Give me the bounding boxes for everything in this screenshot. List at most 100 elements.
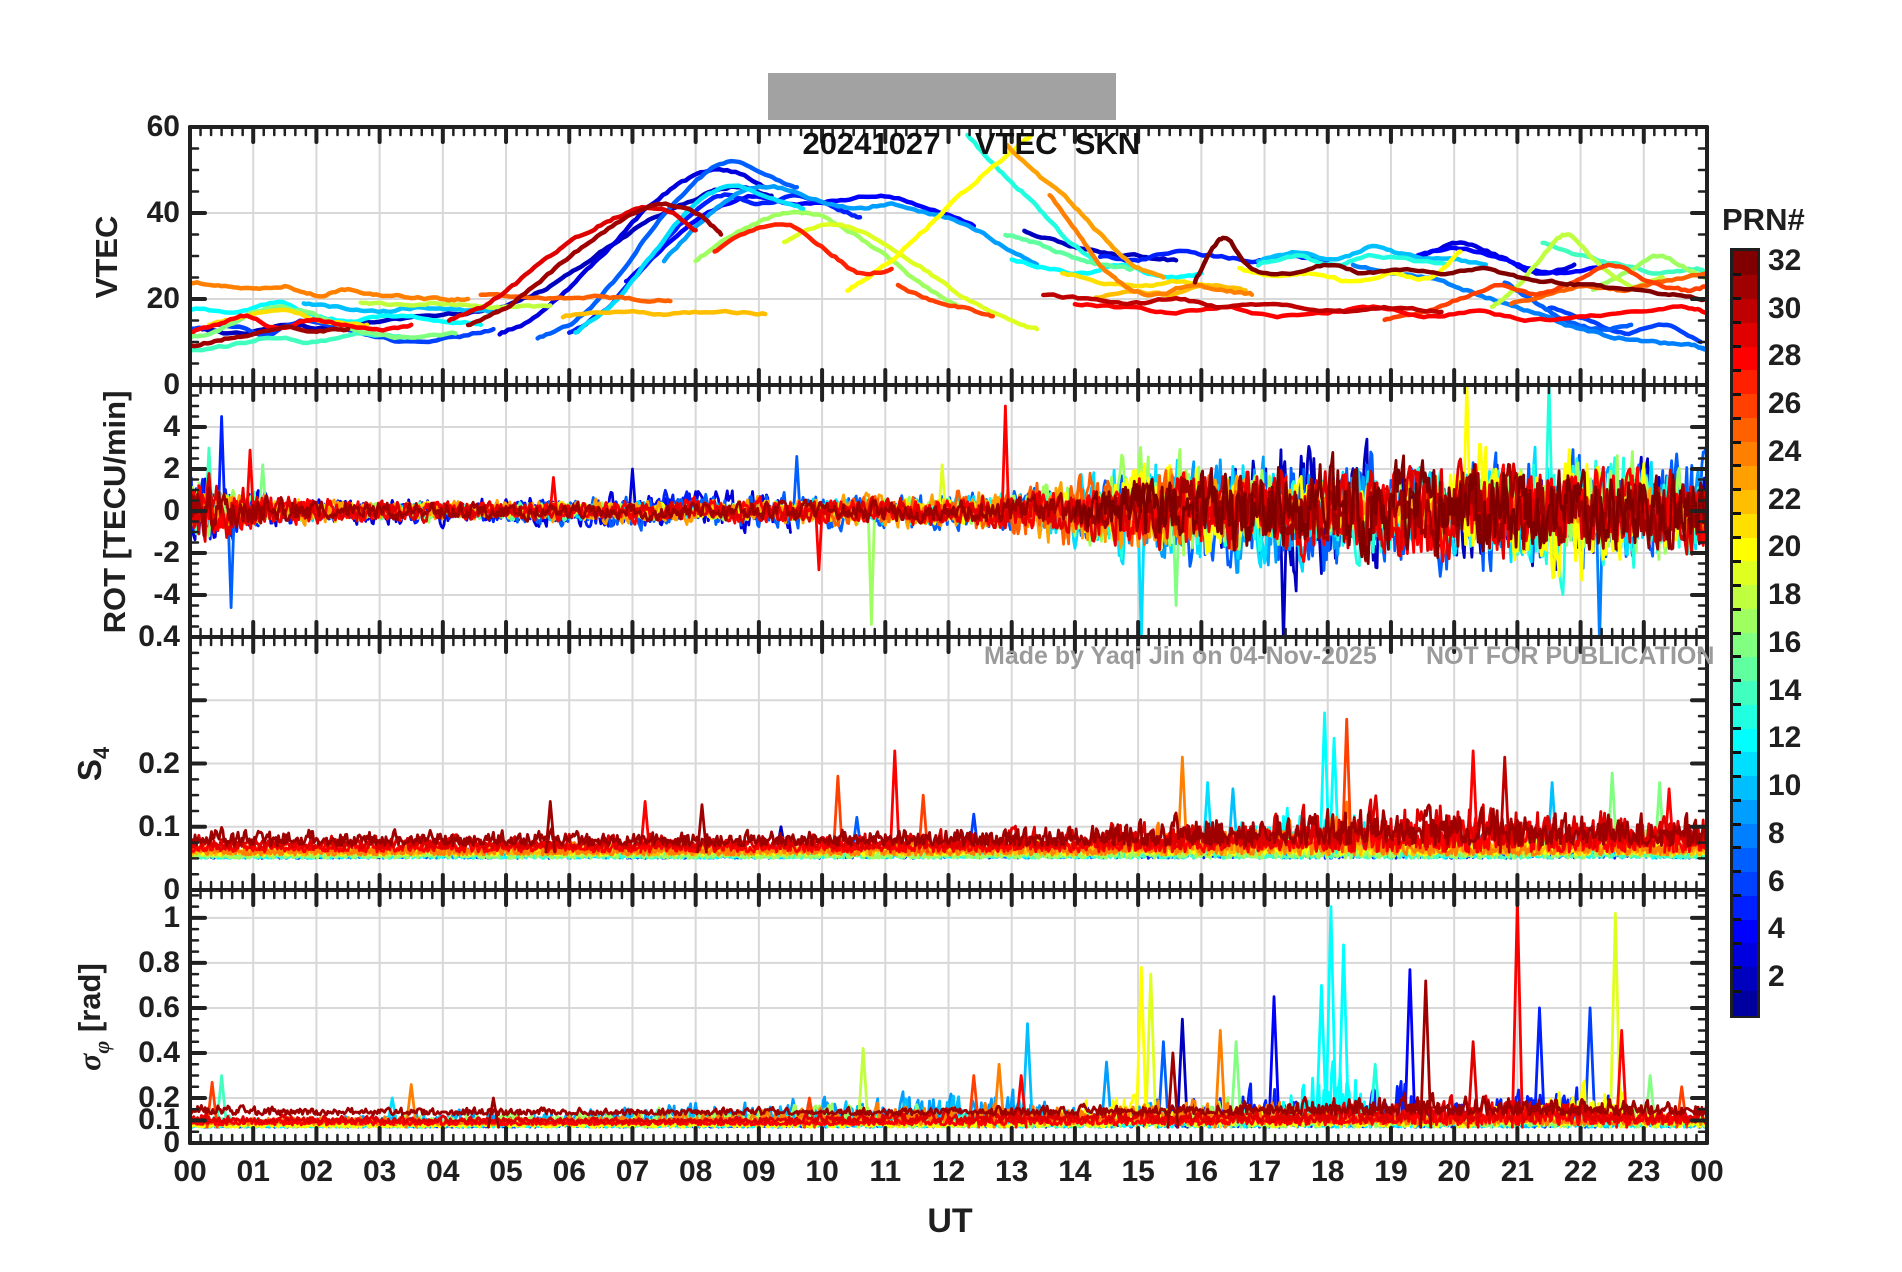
colorbar-band-prn-3 [1733,943,1757,968]
colorbar-tick-mark [1733,846,1741,850]
colorbar-tick-label: 4 [1768,912,1785,946]
x-tick-label: 00 [1690,1155,1724,1188]
colorbar-tick-mark [1733,822,1741,826]
colorbar-tick-mark [1733,536,1741,539]
x-tick-label: 21 [1500,1155,1535,1188]
colorbar-band-prn-20 [1733,537,1757,562]
x-tick-label: 01 [236,1155,270,1188]
colorbar-tick-label: 18 [1768,578,1802,612]
colorbar-tick-label: 28 [1768,339,1802,373]
colorbar-tick-mark [1733,798,1741,802]
colorbar-tick-mark [1733,989,1741,993]
colorbar-tick-mark [1733,655,1741,659]
plot-title: 20241027 VTEC SKN [768,73,1140,161]
x-tick-label: 18 [1311,1155,1345,1188]
sigma-ytick-label: 0.1 [138,1103,180,1137]
colorbar-tick-mark [1733,297,1741,301]
colorbar-title: PRN# [1722,202,1805,237]
rot-ytick-label: 0 [163,494,180,527]
colorbar-tick-label: 22 [1768,482,1802,516]
vtec-ytick-label: 20 [146,282,180,315]
colorbar-band-prn-2 [1733,967,1757,992]
colorbar-tick-label: 24 [1768,434,1802,468]
rot-ytick-label: 4 [163,410,180,443]
colorbar-band-prn-14 [1733,680,1757,706]
colorbar-tick-label: 16 [1768,625,1802,659]
colorbar-band-prn-7 [1733,847,1757,873]
colorbar-tick-mark [1733,631,1741,635]
s4-ytick-label: 0.4 [138,620,180,653]
colorbar-tick-mark [1733,918,1741,921]
colorbar-band-prn-16 [1733,633,1757,658]
rot-ytick-label: -4 [153,578,180,611]
x-tick-label: 00 [173,1155,207,1188]
x-tick-label: 20 [1437,1155,1471,1188]
vtec-ytick-label: 60 [146,110,180,143]
colorbar-band-prn-18 [1733,585,1757,610]
x-tick-label: 19 [1374,1155,1408,1188]
colorbar-band-prn-27 [1733,370,1757,395]
colorbar-tick-label: 30 [1768,291,1802,325]
colorbar-tick-label: 14 [1768,673,1802,707]
sigma-ytick-label: 0.4 [138,1035,180,1069]
colorbar-band-prn-10 [1733,776,1757,801]
x-tick-label: 05 [489,1155,523,1188]
colorbar-tick-label: 32 [1768,243,1802,277]
colorbar-tick-mark [1733,894,1741,898]
colorbar-tick-mark [1733,727,1741,730]
x-tick-label: 04 [426,1155,460,1188]
x-tick-label: 15 [1121,1155,1155,1188]
watermark-notice: NOT FOR PUBLICATION [1426,642,1715,670]
colorbar-tick-label: 26 [1768,387,1802,421]
colorbar-band-prn-28 [1733,346,1757,371]
colorbar-tick-mark [1733,679,1741,683]
colorbar-tick-mark [1733,488,1741,492]
sigma-ytick-label: 0.2 [138,1080,180,1114]
colorbar-tick-mark [1733,774,1741,778]
colorbar-tick-mark [1733,965,1741,969]
colorbar-band-prn-19 [1733,561,1757,586]
colorbar-band-prn-8 [1733,824,1757,849]
colorbar-band-prn-32 [1733,251,1757,276]
x-tick-label: 10 [805,1155,839,1188]
colorbar-tick-mark [1733,440,1741,444]
x-tick-label: 17 [1247,1155,1282,1188]
colorbar [1730,248,1760,1018]
colorbar-band-prn-1 [1733,991,1757,1016]
colorbar-band-prn-9 [1733,800,1757,825]
colorbar-tick-mark [1733,345,1741,348]
colorbar-band-prn-22 [1733,489,1757,515]
colorbar-tick-mark [1733,607,1741,611]
sigma-ytick-label: 1 [163,900,180,934]
colorbar-tick-mark [1733,392,1741,396]
colorbar-band-prn-15 [1733,656,1757,682]
x-tick-label: 23 [1627,1155,1661,1188]
colorbar-tick-label: 12 [1768,721,1802,755]
watermark-credit: Made by Yaqi Jin on 04-Nov-2025 [984,642,1377,670]
colorbar-band-prn-24 [1733,442,1757,467]
vtec-ytick-label: 40 [146,196,180,229]
colorbar-tick-mark [1733,870,1741,874]
colorbar-tick-label: 2 [1768,960,1785,994]
colorbar-band-prn-25 [1733,418,1757,443]
colorbar-band-prn-26 [1733,394,1757,419]
x-tick-label: 11 [869,1155,902,1188]
colorbar-tick-mark [1733,512,1741,516]
x-tick-label: 22 [1563,1155,1598,1188]
colorbar-band-prn-31 [1733,274,1757,300]
s4-ytick-label: 0 [163,873,180,906]
sigma-ytick-label: 0.6 [138,990,180,1024]
colorbar-band-prn-4 [1733,919,1757,944]
colorbar-tick-mark [1733,703,1741,707]
x-tick-label: 14 [1058,1155,1092,1188]
colorbar-tick-mark [1733,941,1741,945]
colorbar-tick-mark [1733,559,1741,563]
x-tick-label: 08 [678,1155,713,1188]
colorbar-tick-label: 8 [1768,816,1785,850]
colorbar-tick-label: 20 [1768,530,1802,564]
colorbar-band-prn-30 [1733,298,1757,324]
plot-title-text: 20241027 VTEC SKN [802,126,1141,161]
sigma-ytick-label: 0.8 [138,945,180,979]
